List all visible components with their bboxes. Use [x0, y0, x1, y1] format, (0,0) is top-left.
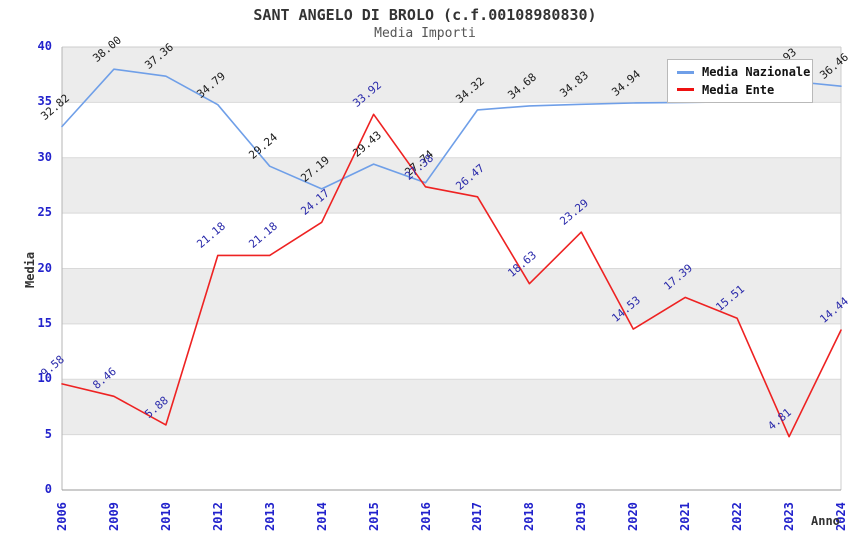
y-tick-label: 20: [37, 260, 52, 275]
x-tick-label: 2017: [470, 502, 485, 531]
legend-label: Media Nazionale: [702, 65, 811, 80]
plot-band: [62, 379, 841, 435]
x-tick-label: 2021: [678, 502, 693, 531]
y-tick-label: 5: [44, 426, 52, 441]
nazionale-line-swatch-icon: [677, 70, 694, 74]
y-tick-label: 10: [37, 371, 52, 386]
x-tick-label: 2013: [262, 502, 277, 531]
chart-title: SANT ANGELO DI BROLO (c.f.00108980830): [253, 6, 597, 24]
x-tick-label: 2022: [730, 502, 745, 531]
x-tick-label: 2010: [158, 502, 173, 531]
ente-line-swatch-icon: [677, 88, 694, 92]
plot-band: [62, 102, 841, 158]
plot-band: [62, 268, 841, 324]
plot-band: [62, 434, 841, 490]
x-tick-label: 2012: [210, 502, 225, 531]
legend-label: Media Ente: [702, 82, 775, 97]
x-tick-label: 2016: [418, 502, 433, 531]
y-tick-label: 0: [44, 482, 52, 496]
x-tick-label: 2015: [366, 502, 381, 531]
x-tick-label: 2009: [106, 502, 121, 531]
x-tick-label: 2019: [574, 502, 589, 531]
y-tick-label: 40: [37, 39, 52, 53]
plot-band: [62, 213, 841, 269]
x-tick-label: 2018: [522, 502, 537, 531]
plot-band: [62, 157, 841, 214]
x-axis-title: Anno: [811, 514, 840, 528]
y-tick-label: 15: [37, 315, 52, 330]
x-tick-label: 2014: [314, 502, 329, 531]
x-tick-label: 2023: [782, 502, 797, 531]
plot-band: [62, 323, 841, 380]
x-tick-label: 2020: [626, 502, 641, 531]
chart-subtitle: Media Importi: [374, 26, 476, 41]
media-ente-line: [61, 113, 842, 438]
legend-box: Media Nazionale Media Ente: [667, 59, 813, 103]
y-tick-label: 35: [37, 94, 52, 109]
legend-item-media-ente: Media Ente: [677, 83, 803, 97]
y-tick-label: 25: [37, 205, 52, 220]
x-tick-label: 2006: [55, 502, 69, 531]
legend-item-media-nazionale: Media Nazionale: [677, 65, 810, 79]
y-tick-label: 30: [37, 149, 52, 164]
